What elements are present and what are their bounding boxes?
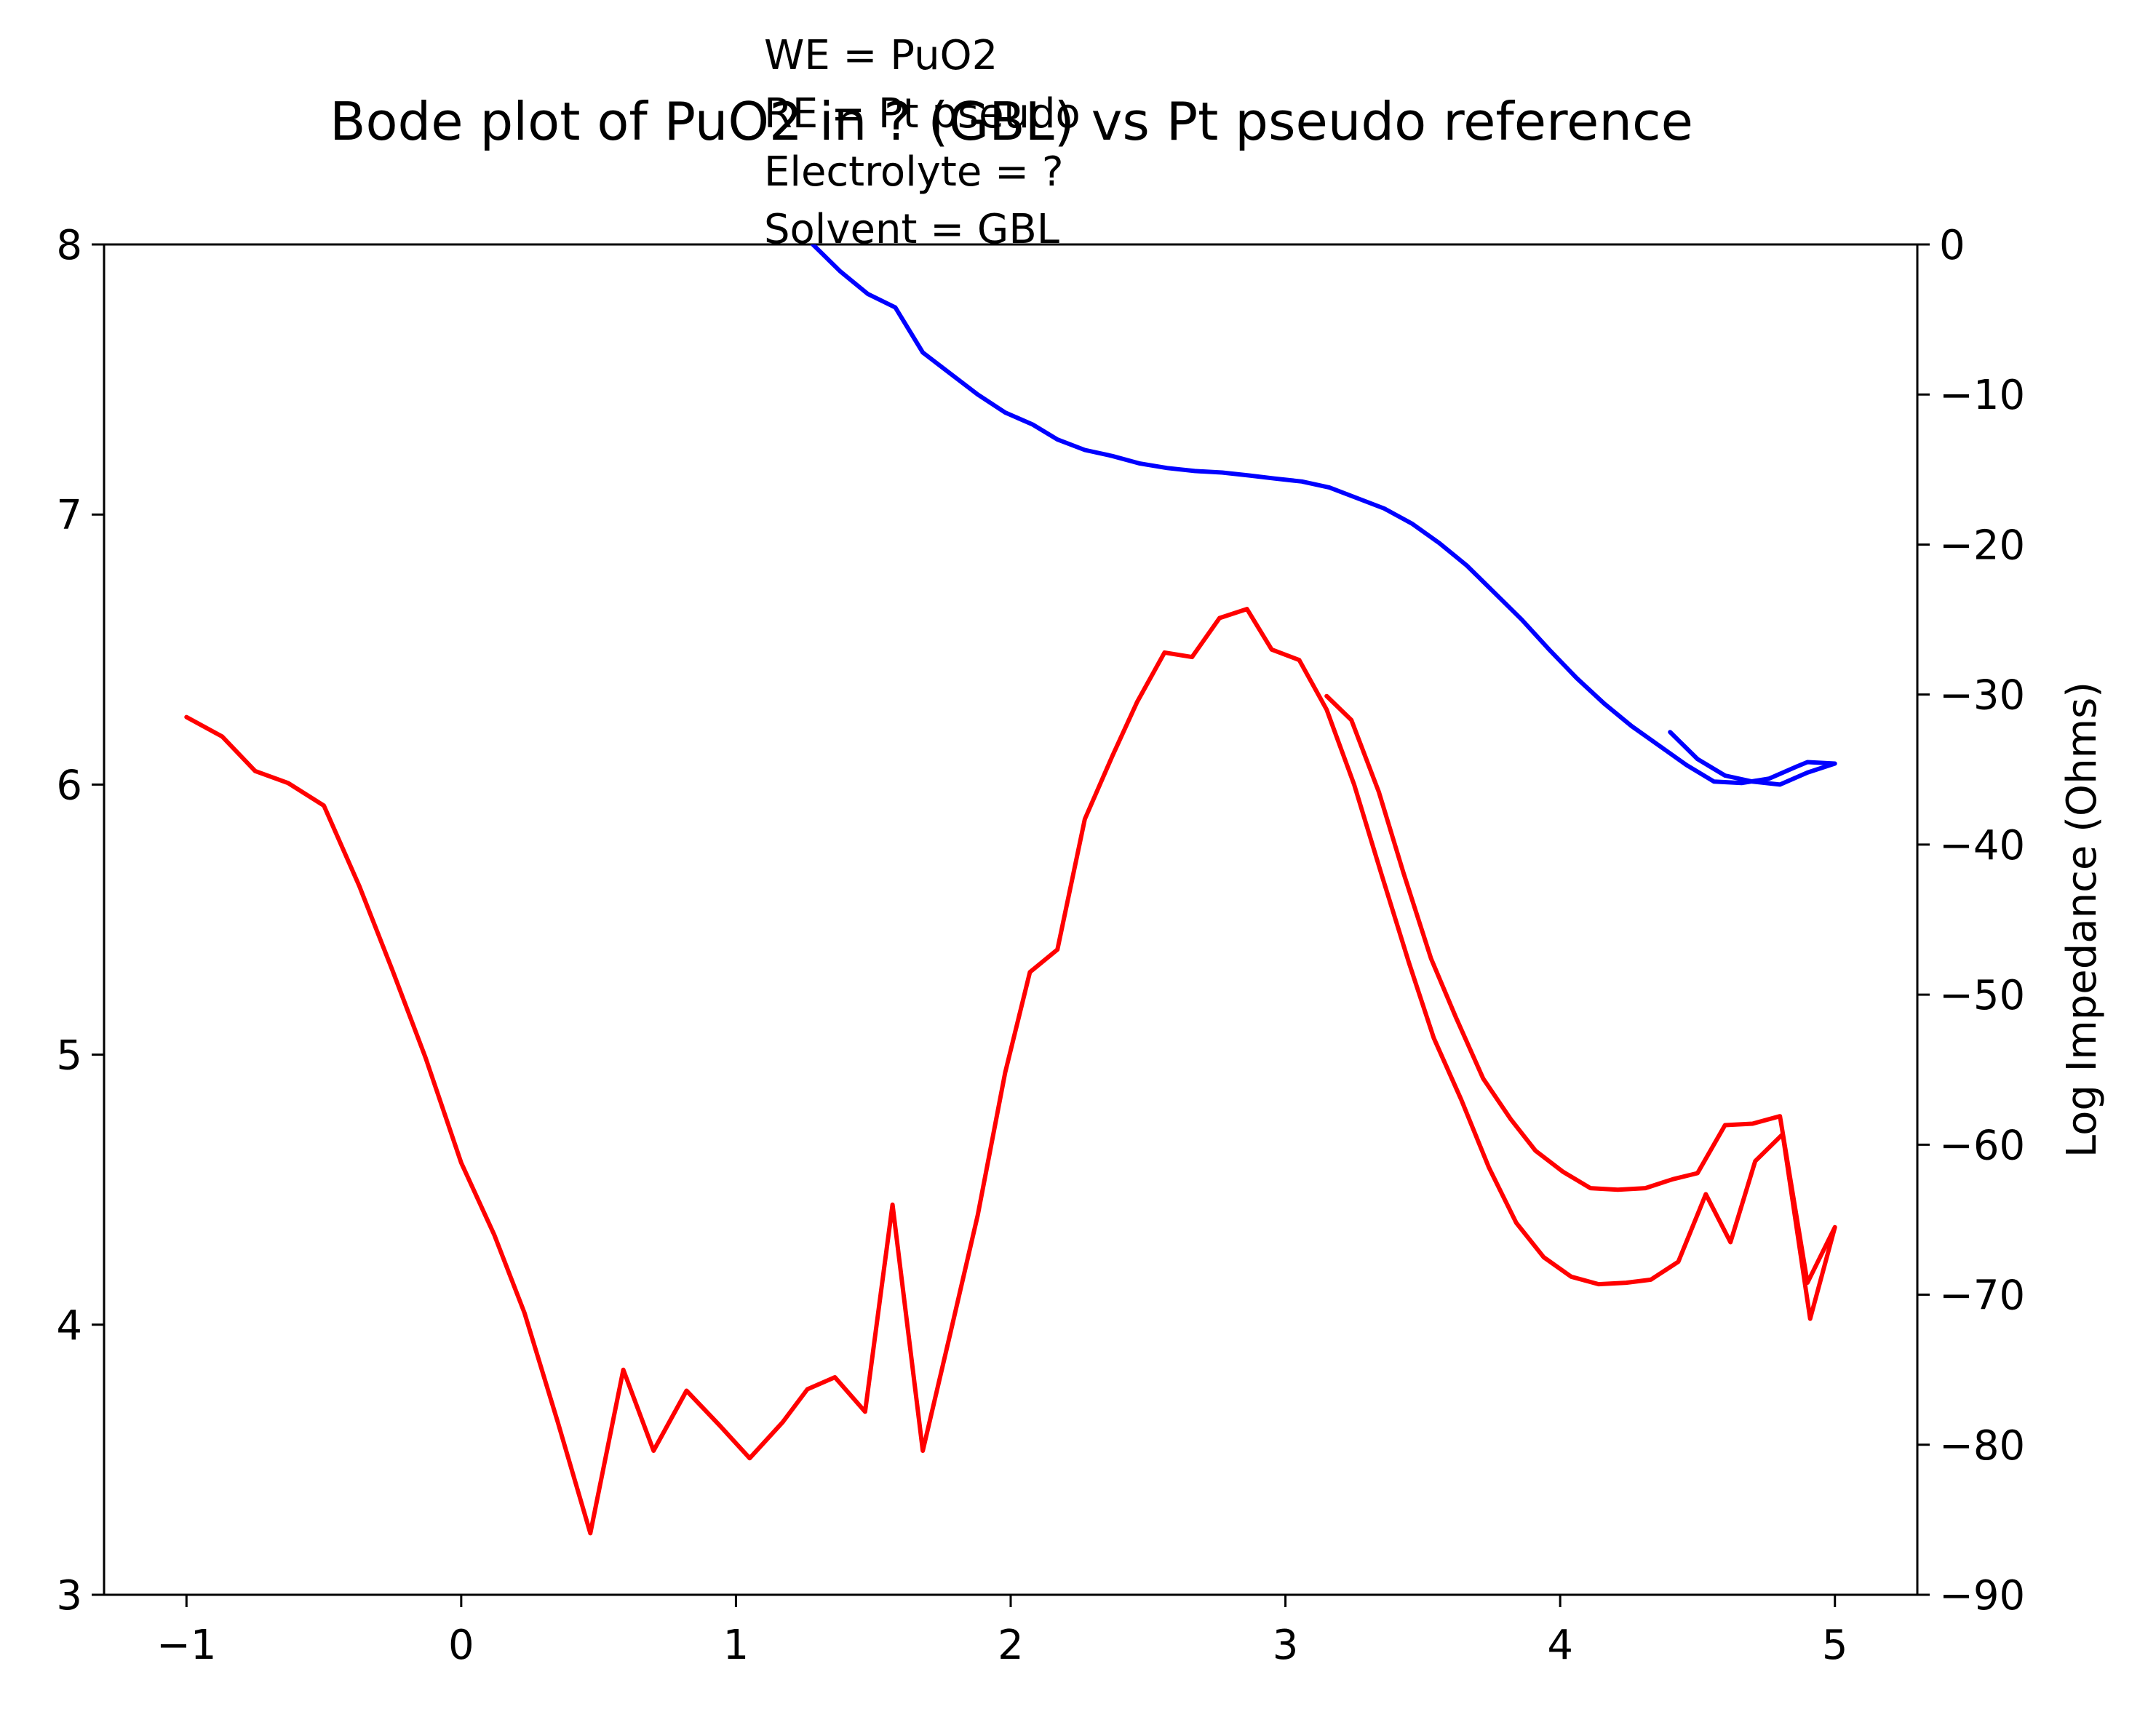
annotation-line-solvent: Solvent = GBL (764, 206, 1059, 253)
y-right-tick-label-6: −30 (1939, 672, 2025, 720)
y-left-tick-label-2: 5 (56, 1032, 82, 1080)
x-tick-label-0: −1 (156, 1622, 217, 1669)
y-left-tick-label-5: 8 (56, 222, 82, 269)
y-left-tick-label-3: 6 (56, 762, 82, 809)
y-right-tick-label-3: −60 (1939, 1122, 2025, 1169)
y-right-tick-label-5: −40 (1939, 822, 2025, 869)
x-tick-label-2: 1 (723, 1622, 749, 1669)
y-right-tick-label-4: −50 (1939, 972, 2025, 1019)
x-tick-label-6: 5 (1822, 1622, 1848, 1669)
y-right-tick-label-1: −80 (1939, 1422, 2025, 1470)
annotation-line-electrolyte: Electrolyte = ? (764, 148, 1064, 196)
x-tick-label-4: 3 (1273, 1622, 1299, 1669)
y-left-tick-label-4: 7 (56, 492, 82, 539)
series-line-1 (184, 607, 1837, 1536)
plot-area-frame (103, 243, 1919, 1596)
annotation-line-we: WE = PuO2 (764, 32, 998, 79)
x-axis-ticks: −1 0 1 2 3 4 5 (156, 1595, 1848, 1669)
series-layer (184, 244, 1837, 1536)
chart-title: Bode plot of PuO2 in ? (GBL) vs Pt pseud… (330, 91, 1693, 152)
x-tick-label-5: 4 (1547, 1622, 1573, 1669)
y-right-tick-label-2: −70 (1939, 1272, 2025, 1320)
right-y-axis-ticks: −90 −80 −70 −60 −50 −40 −30 −20 −10 0 (1917, 222, 2025, 1620)
left-y-axis-ticks: 3 4 5 6 7 8 (56, 222, 104, 1620)
x-tick-label-3: 2 (998, 1622, 1024, 1669)
y-right-tick-label-8: −10 (1939, 372, 2025, 419)
x-tick-label-1: 0 (448, 1622, 474, 1669)
y-left-tick-label-1: 4 (56, 1302, 82, 1350)
annotation-line-re: RE = Pt pseudo (764, 90, 1081, 138)
y-left-tick-label-0: 3 (56, 1572, 82, 1620)
y-right-tick-label-9: 0 (1939, 222, 1965, 269)
y-right-tick-label-7: −20 (1939, 522, 2025, 569)
y-right-tick-label-0: −90 (1939, 1572, 2025, 1620)
right-y-axis-label: Log Impedance (Ohms) (2058, 682, 2106, 1158)
series-line-2 (811, 244, 1837, 787)
